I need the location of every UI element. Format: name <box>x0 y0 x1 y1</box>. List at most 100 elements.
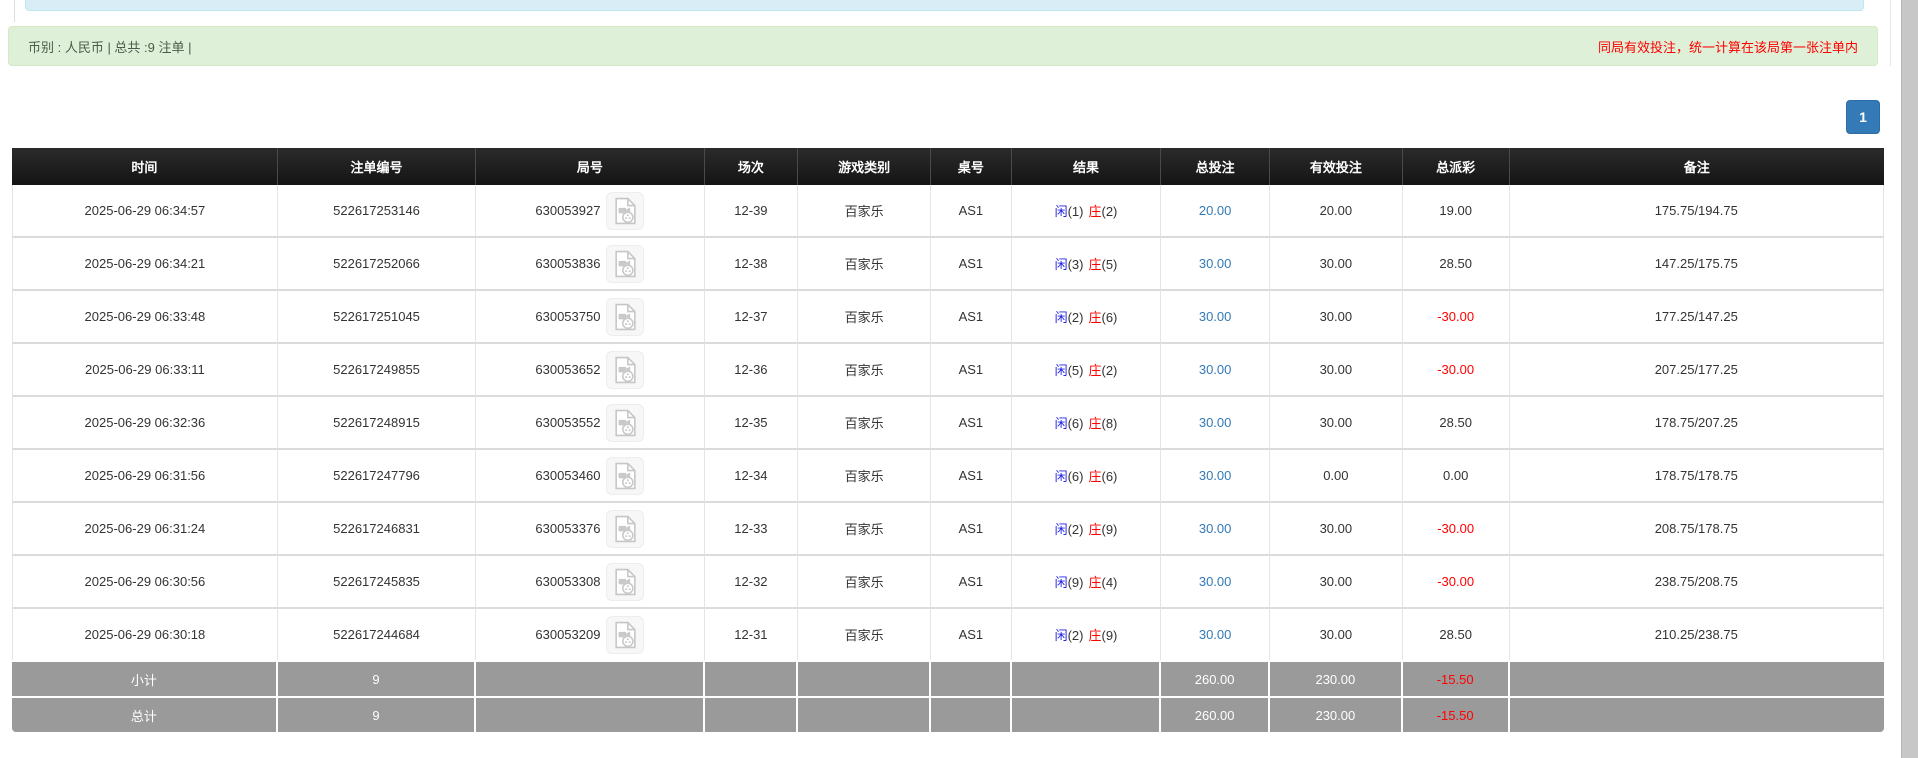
video-replay-button[interactable] <box>606 403 645 442</box>
cell-time: 2025-06-29 06:30:18 <box>12 607 278 660</box>
video-replay-button[interactable] <box>606 350 645 389</box>
table-row: 2025-06-29 06:30:18 522617244684 6300532… <box>12 607 1884 660</box>
cell-game-type: 百家乐 <box>798 289 932 342</box>
result-player-score: (3) <box>1067 257 1084 272</box>
table-row: 2025-06-29 06:32:36 522617248915 6300535… <box>12 395 1884 448</box>
cell-result: 闲(6) 庄(6) <box>1011 448 1162 501</box>
result-banker-score: (8) <box>1101 416 1118 431</box>
round-number: 630053209 <box>535 627 601 642</box>
video-replay-button[interactable] <box>606 562 645 601</box>
cell-remark: 177.25/147.25 <box>1509 289 1884 342</box>
total-bet-link[interactable]: 30.00 <box>1198 574 1232 589</box>
cell-valid-bet: 30.00 <box>1269 395 1403 448</box>
cell-bet-id: 522617245835 <box>277 554 477 607</box>
cell-time: 2025-06-29 06:34:57 <box>12 185 278 236</box>
cell-valid-bet: 30.00 <box>1269 554 1403 607</box>
video-file-icon <box>615 356 636 383</box>
total-bet-link[interactable]: 30.00 <box>1198 309 1232 324</box>
video-replay-button[interactable] <box>606 509 645 548</box>
cell-table-no: AS1 <box>931 185 1012 236</box>
video-replay-button[interactable] <box>606 456 645 495</box>
video-replay-button[interactable] <box>606 615 645 654</box>
table-header-row: 时间 注单编号 局号 场次 游戏类别 桌号 结果 总投注 有效投注 总派彩 备注 <box>12 148 1884 185</box>
video-file-icon <box>615 303 636 330</box>
result-banker-label: 庄 <box>1088 575 1102 590</box>
cell-session: 12-37 <box>704 289 799 342</box>
cell-session: 12-38 <box>704 236 799 289</box>
total-bet-link[interactable]: 30.00 <box>1198 627 1232 642</box>
scrollbar-thumb[interactable] <box>1901 0 1918 758</box>
cell-result: 闲(3) 庄(5) <box>1011 236 1162 289</box>
cell-total-bet: 20.00 <box>1161 185 1270 236</box>
cell-remark: 238.75/208.75 <box>1509 554 1884 607</box>
total-bet-link[interactable]: 30.00 <box>1198 415 1232 430</box>
column-header: 时间 <box>12 148 278 185</box>
cell-remark: 208.75/178.75 <box>1509 501 1884 554</box>
table-row: 2025-06-29 06:33:48 522617251045 6300537… <box>12 289 1884 342</box>
total-bet-link[interactable]: 30.00 <box>1198 256 1232 271</box>
column-header: 结果 <box>1011 148 1162 185</box>
cell-total-bet: 30.00 <box>1161 289 1270 342</box>
result-player-score: (6) <box>1067 416 1084 431</box>
cell-bet-id: 522617248915 <box>277 395 477 448</box>
cell-result: 闲(1) 庄(2) <box>1011 185 1162 236</box>
table-row: 2025-06-29 06:33:11 522617249855 6300536… <box>12 342 1884 395</box>
cell-remark: 178.75/207.25 <box>1509 395 1884 448</box>
cell-game-type: 百家乐 <box>798 185 932 236</box>
cell-session: 12-35 <box>704 395 799 448</box>
result-banker-score: (4) <box>1101 575 1118 590</box>
result-banker-label: 庄 <box>1088 469 1102 484</box>
total-bet-link[interactable]: 30.00 <box>1198 468 1232 483</box>
cell-round: 630053927 <box>476 185 705 236</box>
cell-payout: -30.00 <box>1402 289 1510 342</box>
cell-table-no: AS1 <box>931 607 1012 660</box>
table-body: 2025-06-29 06:34:57 522617253146 6300539… <box>12 185 1884 660</box>
round-number: 630053836 <box>535 256 601 271</box>
result-player-score: (1) <box>1067 204 1084 219</box>
cell-game-type: 百家乐 <box>798 448 932 501</box>
cell-total-bet: 30.00 <box>1161 554 1270 607</box>
video-replay-button[interactable] <box>606 244 645 283</box>
column-header: 备注 <box>1509 148 1884 185</box>
video-replay-button[interactable] <box>606 191 645 230</box>
result-banker-label: 庄 <box>1088 257 1102 272</box>
vertical-scrollbar[interactable] <box>1901 0 1918 758</box>
table-row: 2025-06-29 06:30:56 522617245835 6300533… <box>12 554 1884 607</box>
cell-table-no: AS1 <box>931 395 1012 448</box>
cell-game-type: 百家乐 <box>798 554 932 607</box>
total-bet-link[interactable]: 30.00 <box>1198 521 1232 536</box>
cell-valid-bet: 20.00 <box>1269 185 1403 236</box>
result-player-score: (5) <box>1067 363 1084 378</box>
result-player-score: (2) <box>1067 522 1084 537</box>
cell-session: 12-32 <box>704 554 799 607</box>
round-number: 630053652 <box>535 362 601 377</box>
cell-bet-id: 522617252066 <box>277 236 477 289</box>
total-bet-link[interactable]: 30.00 <box>1198 362 1232 377</box>
video-replay-button[interactable] <box>606 297 645 336</box>
round-number: 630053460 <box>535 468 601 483</box>
total-bet-link[interactable]: 20.00 <box>1198 203 1232 218</box>
cell-game-type: 百家乐 <box>798 395 932 448</box>
cell-total-bet: 30.00 <box>1161 501 1270 554</box>
summary-valid-bet: 230.00 <box>1269 660 1403 696</box>
cell-table-no: AS1 <box>931 236 1012 289</box>
result-banker-score: (9) <box>1101 522 1118 537</box>
currency-summary-bar: 币别 : 人民币 | 总共 :9 注单 | 同局有效投注，统一计算在该局第一张注… <box>8 26 1878 66</box>
result-banker-score: (2) <box>1101 363 1118 378</box>
cell-bet-id: 522617247796 <box>277 448 477 501</box>
cell-round: 630053460 <box>476 448 705 501</box>
cell-result: 闲(5) 庄(2) <box>1011 342 1162 395</box>
page-1-button[interactable]: 1 <box>1846 100 1880 134</box>
round-number: 630053750 <box>535 309 601 324</box>
result-banker-label: 庄 <box>1088 310 1102 325</box>
cell-payout: 28.50 <box>1402 607 1510 660</box>
cell-time: 2025-06-29 06:31:24 <box>12 501 278 554</box>
cell-result: 闲(2) 庄(9) <box>1011 501 1162 554</box>
cell-table-no: AS1 <box>931 501 1012 554</box>
table-row: 2025-06-29 06:34:57 522617253146 6300539… <box>12 185 1884 236</box>
cell-payout: -30.00 <box>1402 501 1510 554</box>
cell-session: 12-33 <box>704 501 799 554</box>
video-file-icon <box>615 197 636 224</box>
round-number: 630053927 <box>535 203 601 218</box>
result-banker-score: (6) <box>1101 469 1118 484</box>
